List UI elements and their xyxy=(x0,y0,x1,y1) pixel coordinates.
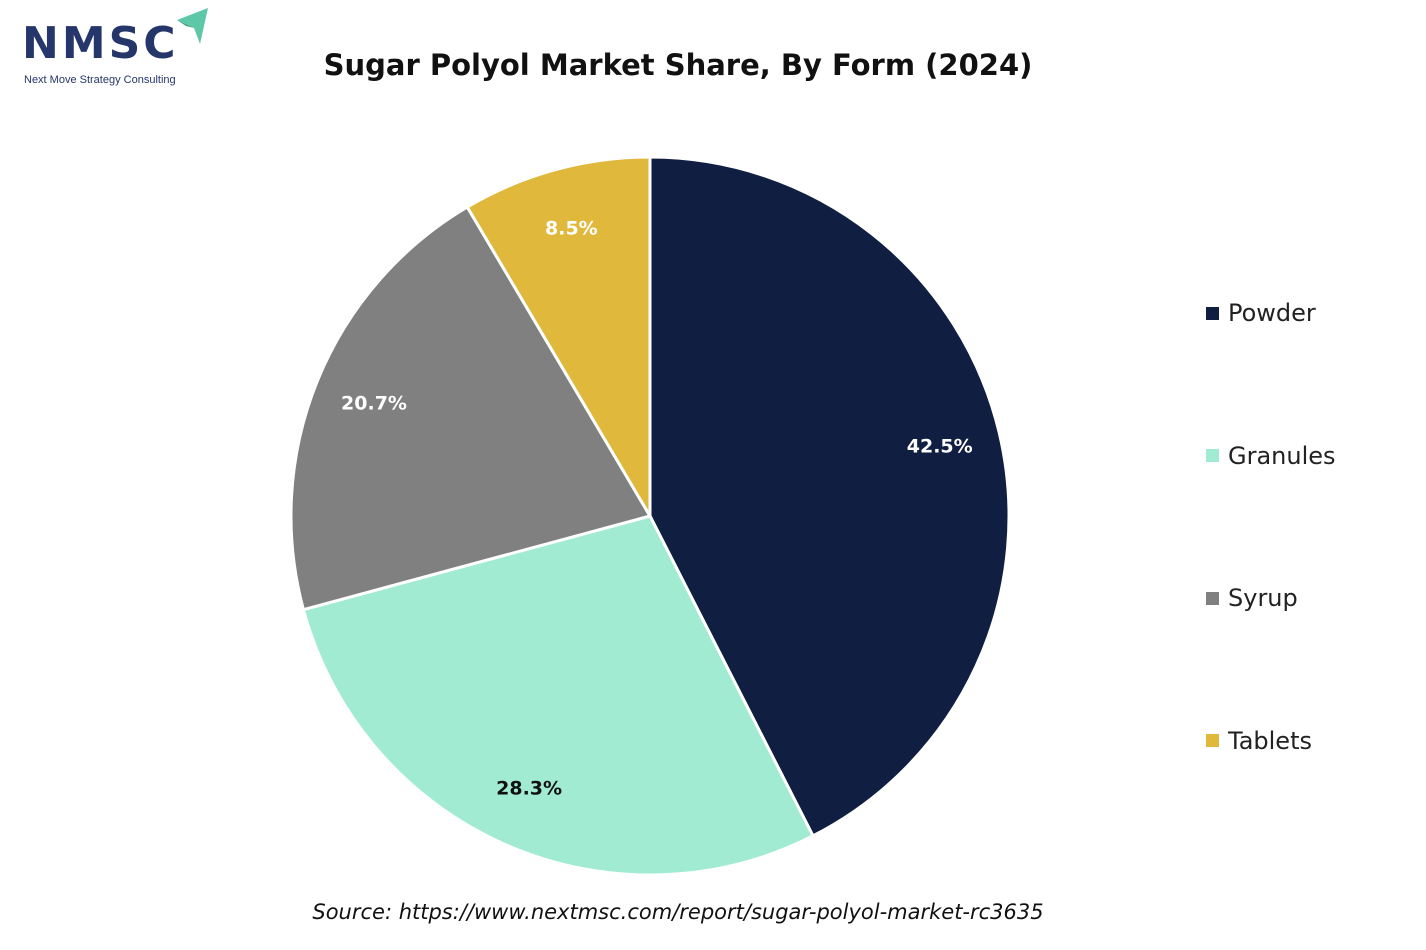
source-note: Source: https://www.nextmsc.com/report/s… xyxy=(312,900,1044,924)
pie-slice-powder xyxy=(648,155,1011,838)
legend-swatch xyxy=(1206,306,1219,320)
legend-item-tablets: Tablets xyxy=(1206,726,1312,756)
chart-title: Sugar Polyol Market Share, By Form (2024… xyxy=(323,48,1033,82)
pie-slice-syrup xyxy=(289,204,653,612)
pie-slice-granules xyxy=(301,514,816,877)
legend-label: Syrup xyxy=(1228,584,1298,612)
logo-wordmark: NMSC xyxy=(22,18,179,69)
logo-tagline: Next Move Strategy Consulting xyxy=(24,74,176,86)
legend-swatch xyxy=(1206,591,1219,605)
legend-label: Powder xyxy=(1228,299,1316,327)
legend-label: Granules xyxy=(1228,441,1336,470)
legend-swatch xyxy=(1206,449,1219,462)
legend-item-granules: Granules xyxy=(1206,441,1336,471)
nmsc-logo: NMSC Next Move Strategy Consulting xyxy=(22,8,212,90)
legend-swatch xyxy=(1206,734,1219,747)
logo-arrow-icon xyxy=(177,8,208,44)
legend-label: Tablets xyxy=(1228,726,1312,755)
legend-item-powder: Powder xyxy=(1206,298,1316,328)
pie-slice-tablets xyxy=(465,155,652,522)
slice-label-powder: 42.5% xyxy=(907,435,973,457)
slice-label-tablets: 8.5% xyxy=(545,218,598,240)
slice-label-granules: 28.3% xyxy=(496,777,562,799)
legend-item-syrup: Syrup xyxy=(1206,583,1298,613)
slice-label-syrup: 20.7% xyxy=(341,393,407,415)
